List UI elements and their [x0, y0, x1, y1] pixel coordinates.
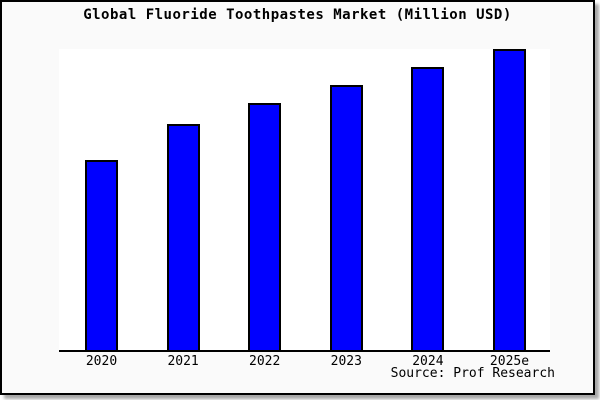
chart-title: Global Fluoride Toothpastes Market (Mill… — [83, 7, 512, 23]
x-axis-labels: 2020 2021 2022 2023 2024 2025e — [2, 354, 593, 370]
bar-2025e — [493, 49, 526, 350]
plot-area — [59, 49, 550, 352]
x-tick-label-2021: 2021 — [167, 354, 199, 369]
source-label: Source: Prof Research — [390, 366, 555, 381]
bar-2021 — [166, 124, 200, 350]
x-tick-label-2025e: 2025e — [489, 354, 530, 369]
bar-2022 — [248, 103, 282, 350]
x-tick-label-2023: 2023 — [330, 354, 362, 369]
x-tick-label-2024: 2024 — [412, 354, 444, 369]
x-tick-label-2020: 2020 — [85, 354, 118, 369]
chart-figure: Global Fluoride Toothpastes Market (Mill… — [0, 0, 595, 395]
x-tick-label-2022: 2022 — [249, 354, 281, 369]
bar-2023 — [329, 85, 363, 350]
bar-2020 — [85, 160, 118, 350]
bar-2024 — [411, 67, 445, 350]
